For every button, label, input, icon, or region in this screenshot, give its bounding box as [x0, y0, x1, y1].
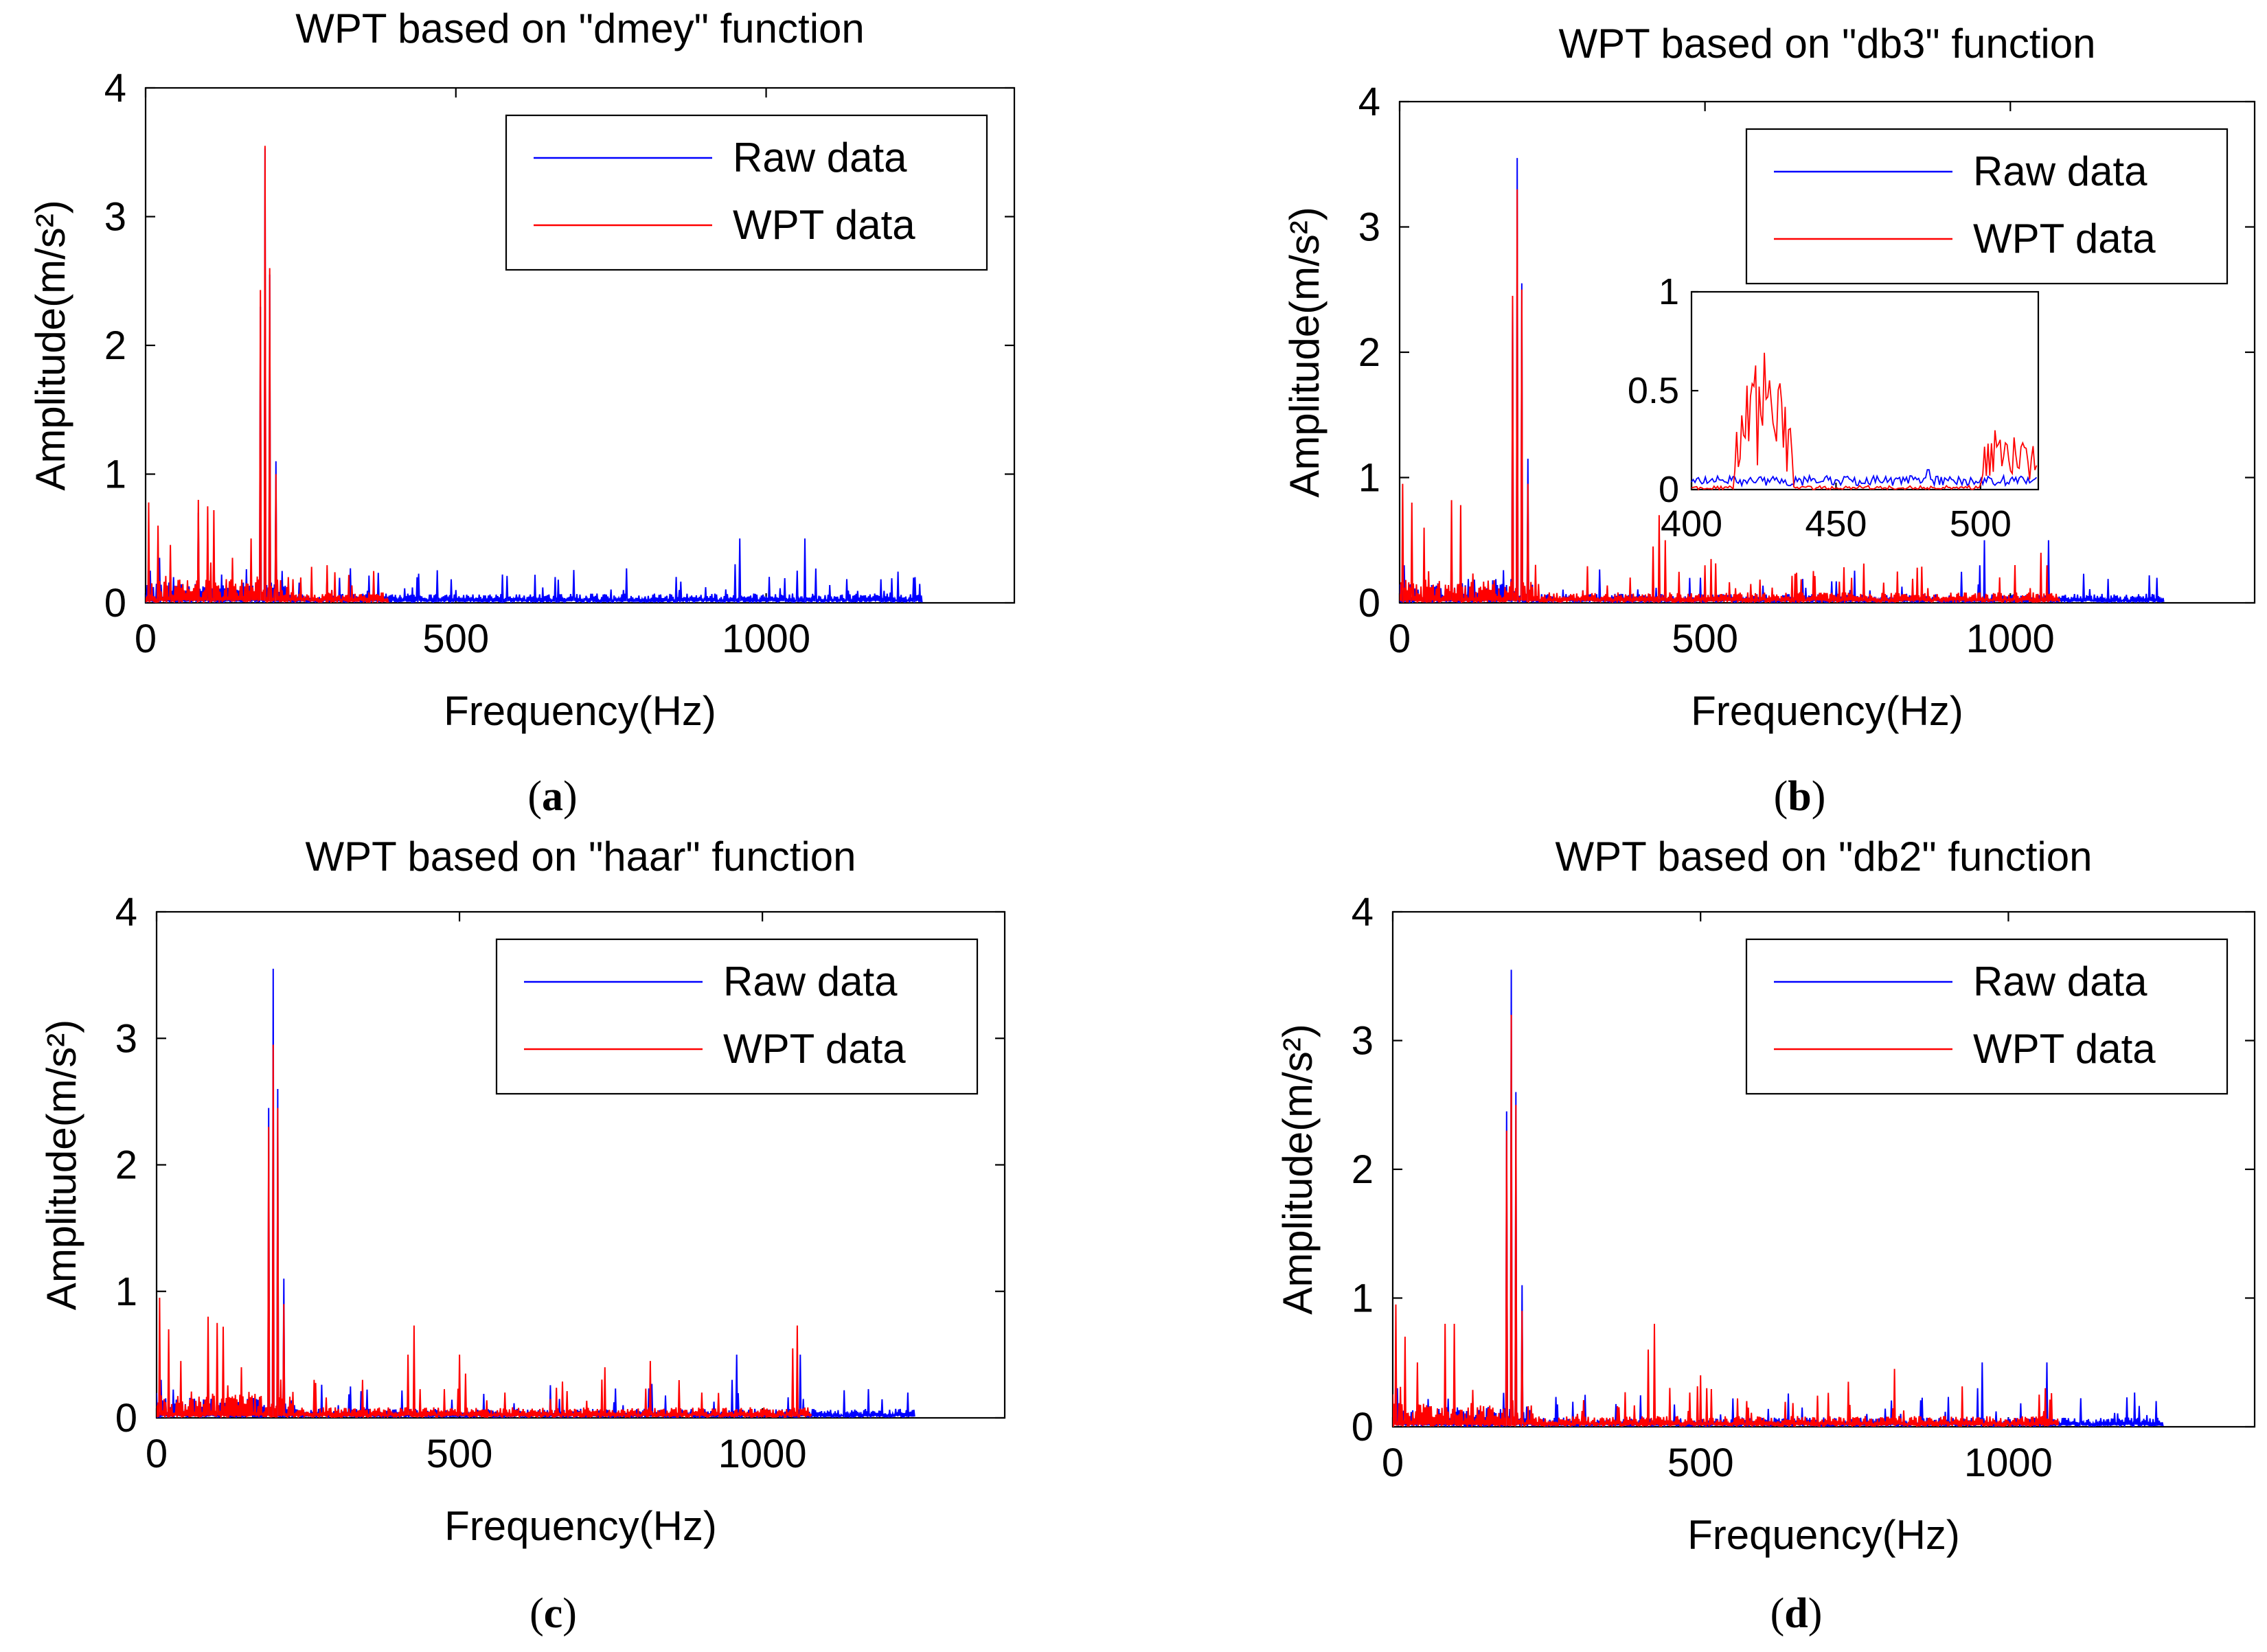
chart-panel-a: 0 1 2 3 4 0 500 1000 WPT based on "dmey" functio… — [27, 5, 1016, 820]
chart-title: WPT based on "db3" function — [1559, 21, 2096, 67]
y-tick-label: 4 — [1352, 890, 1374, 934]
y-tick-label: 4 — [115, 890, 137, 934]
y-tick-label: 4 — [1358, 80, 1380, 124]
inset-x-tick-label: 400 — [1661, 503, 1722, 544]
y-axis-label: Amplitude(m/s²) — [27, 200, 73, 490]
panel-label: (a) — [527, 773, 577, 820]
inset-chart: 0 0.5 1 400 450 500 — [1628, 271, 2040, 544]
inset-plot-area — [1690, 290, 2040, 491]
series-wpt-data-line — [146, 146, 389, 603]
inset-y-tick-label: 0.5 — [1628, 370, 1679, 411]
x-axis-label: Frequency(Hz) — [1687, 1512, 1960, 1558]
x-tick-label: 1000 — [718, 1432, 807, 1476]
chart-title: WPT based on "haar" function — [306, 834, 856, 880]
x-tick-label: 1000 — [1966, 617, 2055, 661]
inset-x-tick-label: 500 — [1950, 503, 2012, 544]
y-tick-label: 1 — [1358, 456, 1380, 501]
x-tick-label: 500 — [422, 617, 489, 661]
legend-raw-label: Raw data — [723, 959, 898, 1005]
legend-box — [1745, 128, 2229, 285]
panel-letter: c — [544, 1590, 563, 1637]
chart-panel-c: 0 1 2 3 4 0 500 1000 WPT based on "haar" functio… — [38, 834, 1006, 1637]
panel-letter: a — [542, 773, 563, 820]
chart-title: WPT based on "dmey" function — [295, 5, 865, 51]
x-tick-label: 1000 — [1964, 1441, 2053, 1485]
inset-wpt-data-line — [1691, 352, 2038, 491]
x-axis-label: Frequency(Hz) — [1691, 688, 1963, 734]
chart-title: WPT based on "db2" function — [1556, 834, 2093, 880]
y-tick-label: 1 — [115, 1270, 137, 1314]
y-axis-label: Amplitude(m/s²) — [38, 1020, 84, 1310]
y-tick-label: 3 — [115, 1016, 137, 1061]
legend-box — [495, 938, 979, 1095]
series-wpt-data-line — [1393, 1014, 2060, 1427]
legend-wpt-label: WPT data — [1973, 216, 2156, 262]
x-tick-label: 1000 — [722, 617, 810, 661]
legend: Raw data WPT data — [1745, 128, 2229, 285]
y-tick-label: 2 — [104, 323, 126, 368]
legend: Raw data WPT data — [495, 938, 979, 1095]
y-tick-label: 2 — [1352, 1147, 1374, 1192]
y-tick-label: 3 — [104, 195, 126, 240]
y-tick-label: 0 — [1358, 581, 1380, 626]
chart-panel-d: 0 1 2 3 4 0 500 1000 WPT based on "db2" function… — [1275, 834, 2256, 1637]
panel-label: (d) — [1770, 1590, 1823, 1637]
legend-wpt-label: WPT data — [723, 1026, 906, 1072]
x-tick-label: 500 — [1667, 1441, 1734, 1485]
x-tick-label: 0 — [135, 617, 157, 661]
x-tick-label: 0 — [1382, 1441, 1404, 1485]
legend-raw-label: Raw data — [1973, 148, 2148, 194]
y-tick-label: 2 — [1358, 330, 1380, 375]
legend-box — [505, 114, 988, 271]
legend-box — [1745, 938, 2229, 1095]
legend: Raw data WPT data — [505, 114, 988, 271]
chart-panel-b: 0 1 2 3 4 0 500 1000 WPT based on "db3" function… — [1281, 21, 2256, 820]
y-tick-label: 0 — [1352, 1405, 1374, 1449]
x-tick-label: 500 — [1672, 617, 1738, 661]
panel-label: (c) — [529, 1590, 577, 1637]
series-wpt-data-line — [157, 1044, 812, 1418]
legend: Raw data WPT data — [1745, 938, 2229, 1095]
inset-y-tick-label: 1 — [1659, 271, 1679, 312]
inset-y-tick-label: 0 — [1659, 469, 1679, 510]
y-axis-label: Amplitude(m/s²) — [1281, 207, 1328, 497]
y-axis-label: Amplitude(m/s²) — [1275, 1024, 1321, 1314]
y-tick-label: 0 — [104, 581, 126, 626]
legend-wpt-label: WPT data — [1973, 1026, 2156, 1072]
legend-wpt-label: WPT data — [733, 202, 915, 248]
y-tick-label: 1 — [104, 452, 126, 497]
x-axis-label: Frequency(Hz) — [444, 1503, 717, 1549]
inset-x-tick-label: 450 — [1805, 503, 1867, 544]
y-tick-label: 4 — [104, 66, 126, 111]
panel-label: (b) — [1774, 773, 1826, 820]
legend-raw-label: Raw data — [733, 135, 907, 181]
x-axis-label: Frequency(Hz) — [444, 688, 716, 734]
panel-letter: d — [1784, 1590, 1808, 1637]
series-wpt-data-line — [1400, 189, 2061, 603]
x-tick-label: 500 — [426, 1432, 493, 1476]
y-tick-label: 0 — [115, 1396, 137, 1441]
legend-raw-label: Raw data — [1973, 959, 2148, 1005]
y-tick-label: 1 — [1352, 1276, 1374, 1321]
y-tick-label: 2 — [115, 1143, 137, 1188]
y-tick-label: 3 — [1358, 205, 1380, 250]
y-tick-label: 3 — [1352, 1019, 1374, 1064]
x-tick-label: 0 — [1389, 617, 1411, 661]
x-tick-label: 0 — [146, 1432, 168, 1476]
panel-letter: b — [1788, 773, 1811, 820]
inset-raw-data-line — [1691, 469, 2038, 488]
